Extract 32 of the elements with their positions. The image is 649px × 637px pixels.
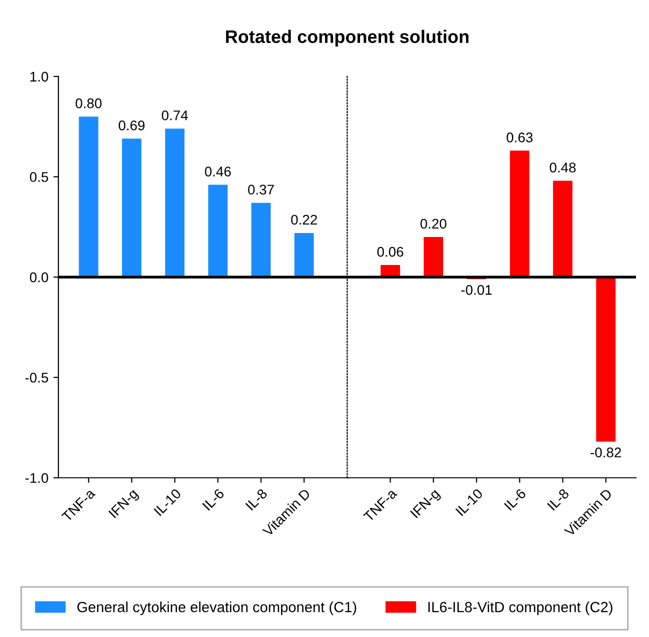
bar (294, 232, 314, 278)
data-label: 0.22 (291, 214, 317, 225)
data-label: 0.20 (420, 218, 446, 229)
y-tick-label: -0.5 (25, 372, 48, 383)
y-tick-label: 0.5 (30, 172, 48, 182)
bar (251, 202, 271, 278)
y-tick-label: 0.0 (30, 272, 48, 282)
legend-label: General cytokine elevation component (C1) (77, 602, 356, 616)
y-tick-label: -1.0 (25, 473, 48, 483)
x-tick-label: IL-6 (504, 488, 526, 511)
data-label: 0.46 (204, 166, 231, 176)
bar (165, 128, 184, 278)
bar (122, 138, 142, 278)
data-label: -0.01 (461, 285, 492, 295)
data-label: 0.69 (118, 120, 145, 130)
bar (553, 180, 572, 278)
bar (510, 150, 530, 278)
bar (78, 116, 98, 278)
data-label: 0.63 (506, 132, 533, 142)
data-label: 0.80 (76, 98, 102, 108)
chart-title: Rotated component solution (226, 30, 468, 47)
bar (208, 184, 228, 278)
data-label: 0.48 (550, 162, 576, 172)
data-label: -0.82 (590, 448, 621, 458)
data-label: 0.74 (162, 110, 188, 120)
bar (596, 277, 616, 442)
x-tick-label: IL-6 (202, 488, 225, 511)
data-label: 0.06 (377, 246, 404, 257)
y-tick-label: 1.0 (30, 72, 48, 82)
legend-label: IL6-IL8-VitD component (C2) (428, 602, 612, 616)
data-label: 0.37 (248, 184, 274, 195)
bar (424, 236, 444, 278)
